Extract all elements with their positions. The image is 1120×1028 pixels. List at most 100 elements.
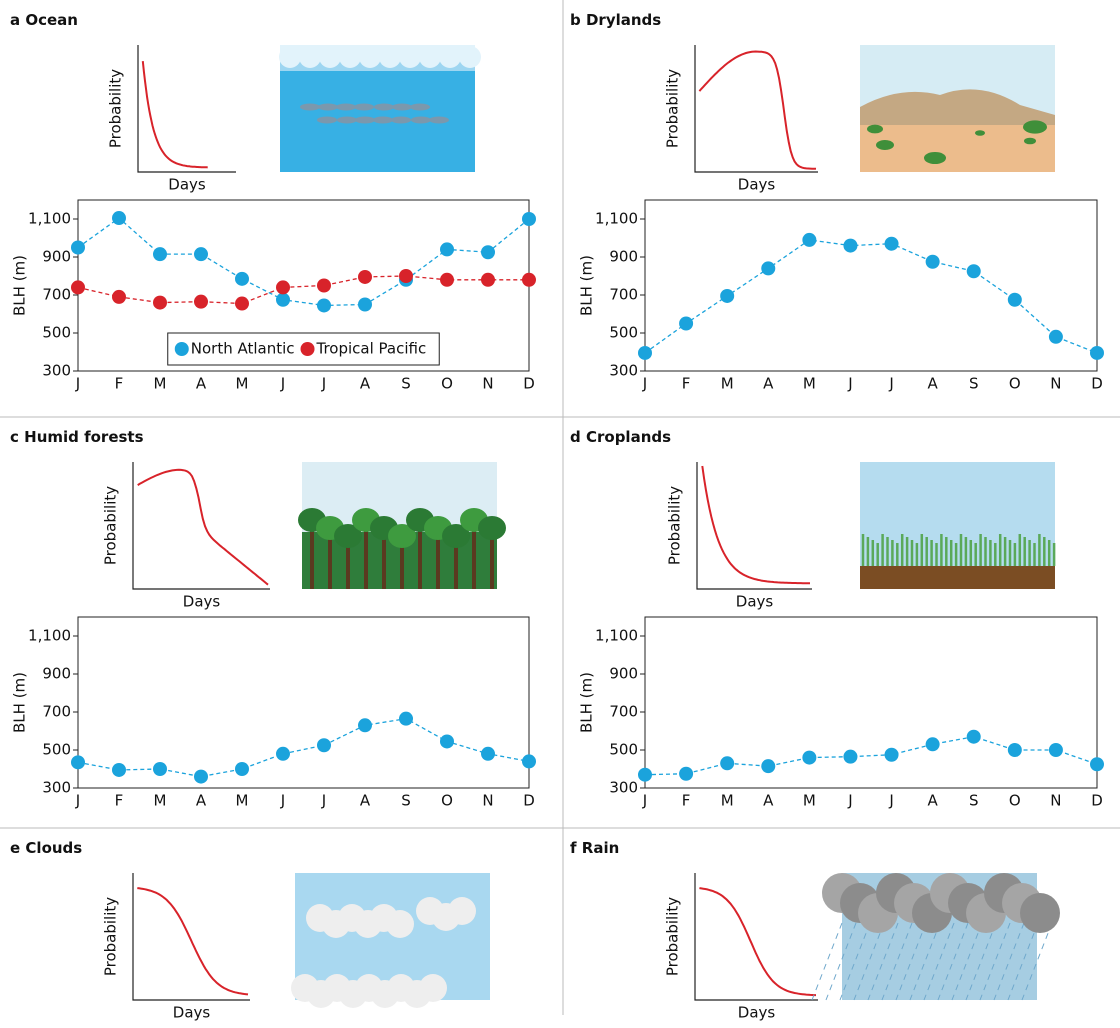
data-point <box>884 236 899 251</box>
x-tick-label: J <box>280 375 285 393</box>
sketch-curve <box>699 887 816 997</box>
x-tick-label: D <box>1091 792 1103 810</box>
sketch-x-label: Days <box>738 176 776 194</box>
rain <box>839 922 871 1001</box>
panel-title: e Clouds <box>10 839 82 857</box>
sketch-curve <box>137 887 249 996</box>
bush <box>975 130 985 136</box>
trunk <box>310 522 314 589</box>
data-point <box>235 271 249 286</box>
series-line <box>77 275 529 305</box>
data-point <box>1048 329 1063 344</box>
bush <box>1024 137 1036 145</box>
bush <box>1023 120 1047 134</box>
panel-name: Clouds <box>25 839 82 857</box>
x-tick-label: O <box>1009 792 1021 810</box>
fish <box>337 116 357 124</box>
x-tick-label: O <box>441 375 453 393</box>
data-point <box>1090 345 1104 360</box>
x-tick-label: S <box>401 792 411 810</box>
data-point <box>276 746 290 761</box>
data-point <box>317 298 331 313</box>
x-tick-label: A <box>928 375 939 393</box>
x-tick-label: D <box>1091 375 1103 393</box>
trunk <box>490 530 494 589</box>
y-axis-label: BLH (m) <box>11 255 29 316</box>
sketch-axes <box>132 873 250 1001</box>
canopy <box>478 516 506 540</box>
x-tick-label: M <box>236 375 249 393</box>
fish <box>300 103 320 111</box>
y-axis-label: BLH (m) <box>11 672 29 733</box>
y-tick-label: 300 <box>42 779 71 797</box>
sketch-y-label: Probability <box>102 486 120 565</box>
plot-frame <box>644 616 1098 789</box>
x-tick-label: J <box>642 792 647 810</box>
fish <box>374 103 394 111</box>
ground <box>860 125 1055 172</box>
data-point <box>720 756 735 771</box>
x-tick-label: M <box>236 792 249 810</box>
data-point <box>440 272 454 287</box>
x-tick-label: A <box>360 792 371 810</box>
sketch-y-label: Probability <box>102 897 120 976</box>
sketch-y-label: Probability <box>664 69 682 148</box>
trunk <box>382 530 386 589</box>
trunk <box>328 530 332 589</box>
x-tick-label: O <box>1009 375 1021 393</box>
sketch-axes <box>694 873 818 1001</box>
sketch-x-label: Days <box>738 1004 776 1022</box>
x-tick-label: S <box>401 375 411 393</box>
x-tick-label: S <box>969 375 979 393</box>
y-tick-label: 700 <box>42 703 71 721</box>
data-point <box>276 280 290 295</box>
data-point <box>966 264 981 279</box>
x-tick-label: J <box>888 375 893 393</box>
data-point <box>399 711 413 726</box>
data-point <box>761 261 776 276</box>
data-point <box>802 750 817 765</box>
panel-title: c Humid forests <box>10 428 144 446</box>
fish <box>411 116 431 124</box>
panel-title: f Rain <box>570 839 619 857</box>
panel-letter: a <box>10 11 20 29</box>
x-tick-label: A <box>763 792 774 810</box>
series-line <box>77 217 530 307</box>
sketch-y-label: Probability <box>666 486 684 565</box>
y-axis-label: BLH (m) <box>578 255 596 316</box>
data-point <box>966 729 981 744</box>
x-tick-label: F <box>682 792 691 810</box>
trunk <box>418 522 422 589</box>
illustration <box>811 873 1060 1001</box>
panel-name: Ocean <box>25 11 78 29</box>
trunk <box>364 522 368 589</box>
series-line <box>644 239 1098 354</box>
data-point <box>153 247 167 262</box>
x-tick-label: F <box>115 375 124 393</box>
sketch-axes <box>694 45 818 173</box>
canopy <box>388 524 416 548</box>
data-point <box>112 211 126 226</box>
rain <box>1007 922 1039 1001</box>
illustration <box>298 462 506 589</box>
sketch-curve <box>698 50 817 170</box>
data-point <box>1048 743 1063 757</box>
fish <box>391 116 411 124</box>
x-tick-label: O <box>441 792 453 810</box>
fish <box>336 103 356 111</box>
sketch-x-label: Days <box>183 593 221 611</box>
x-tick-label: D <box>523 375 535 393</box>
legend-label: North Atlantic <box>191 340 295 358</box>
sketch-x-label: Days <box>168 176 206 194</box>
data-point <box>638 767 652 782</box>
rain <box>993 922 1025 1001</box>
sketch-y-label: Probability <box>107 69 125 148</box>
cloud <box>448 897 476 925</box>
data-point <box>440 242 454 257</box>
y-tick-label: 900 <box>609 248 638 266</box>
cloud <box>1020 893 1060 933</box>
data-point <box>522 212 536 226</box>
panel-name: Drylands <box>586 11 661 29</box>
data-point <box>112 762 126 777</box>
rain <box>979 922 1011 1001</box>
